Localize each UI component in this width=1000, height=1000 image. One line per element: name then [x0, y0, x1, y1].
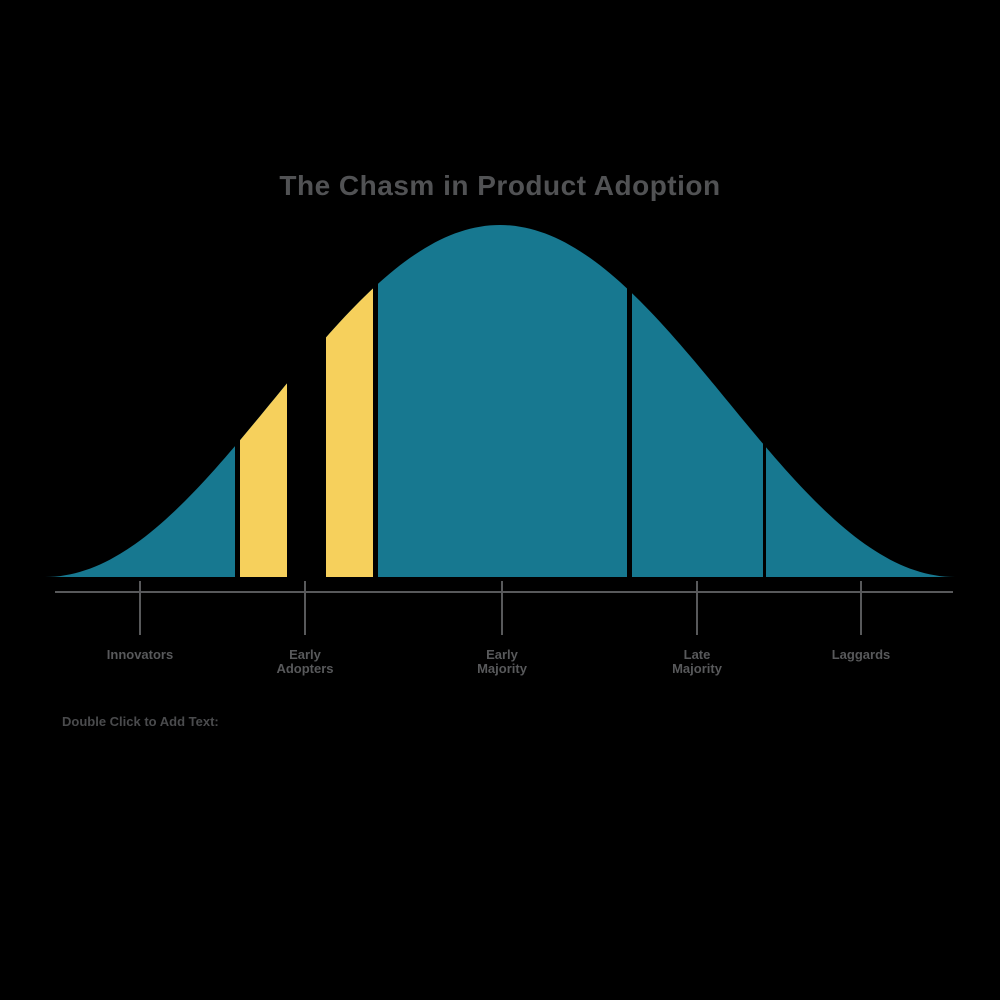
early-adopters-highlight-1[interactable]: [240, 200, 287, 577]
segment-label-early-adopters[interactable]: Early Adopters: [276, 647, 334, 676]
segment-label-late-majority[interactable]: Late Majority: [672, 647, 722, 676]
chasm-gap: [287, 200, 326, 577]
segment-label-innovators[interactable]: Innovators: [106, 647, 174, 662]
segment-gap-3: [373, 200, 378, 577]
segment-gap-4: [627, 200, 632, 577]
segment-label-laggards[interactable]: Laggards: [831, 647, 891, 662]
segment-gap-5: [763, 200, 766, 577]
segment-label-early-majority[interactable]: Early Majority: [477, 647, 527, 676]
bell-curve-shape[interactable]: [45, 225, 955, 577]
early-adopters-highlight-2[interactable]: [326, 200, 373, 577]
segment-gap-1: [235, 200, 240, 577]
diagram-title[interactable]: The Chasm in Product Adoption: [279, 170, 721, 201]
add-text-placeholder[interactable]: Double Click to Add Text:: [62, 714, 219, 729]
